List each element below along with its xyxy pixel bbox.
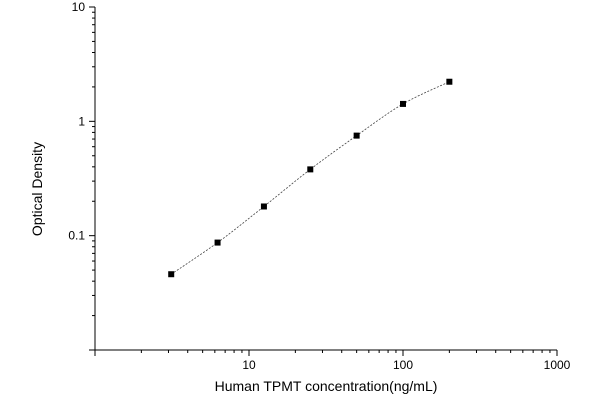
data-point — [307, 166, 314, 173]
x-axis-title: Human TPMT concentration(ng/mL) — [215, 378, 438, 394]
data-point — [400, 100, 406, 107]
plot-area: 0.1 1 10 10 100 1000 — [68, 0, 570, 372]
x-tick-label: 100 — [393, 358, 413, 372]
x-axis-ticks: 10 100 1000 — [94, 350, 571, 372]
y-tick-label: 1 — [78, 114, 85, 128]
y-axis-ticks: 0.1 1 10 — [68, 0, 95, 351]
data-point — [260, 203, 267, 210]
data-point — [214, 239, 221, 246]
fit-curve — [170, 81, 450, 275]
x-tick-label: 1000 — [544, 358, 571, 372]
y-axis-title: Optical Density — [29, 142, 45, 236]
data-points — [168, 78, 453, 278]
x-tick-label: 10 — [242, 358, 256, 372]
data-point — [446, 78, 453, 85]
y-tick-label: 0.1 — [68, 229, 85, 243]
data-point — [353, 132, 360, 139]
y-tick-label: 10 — [72, 0, 86, 14]
data-point — [168, 271, 175, 278]
